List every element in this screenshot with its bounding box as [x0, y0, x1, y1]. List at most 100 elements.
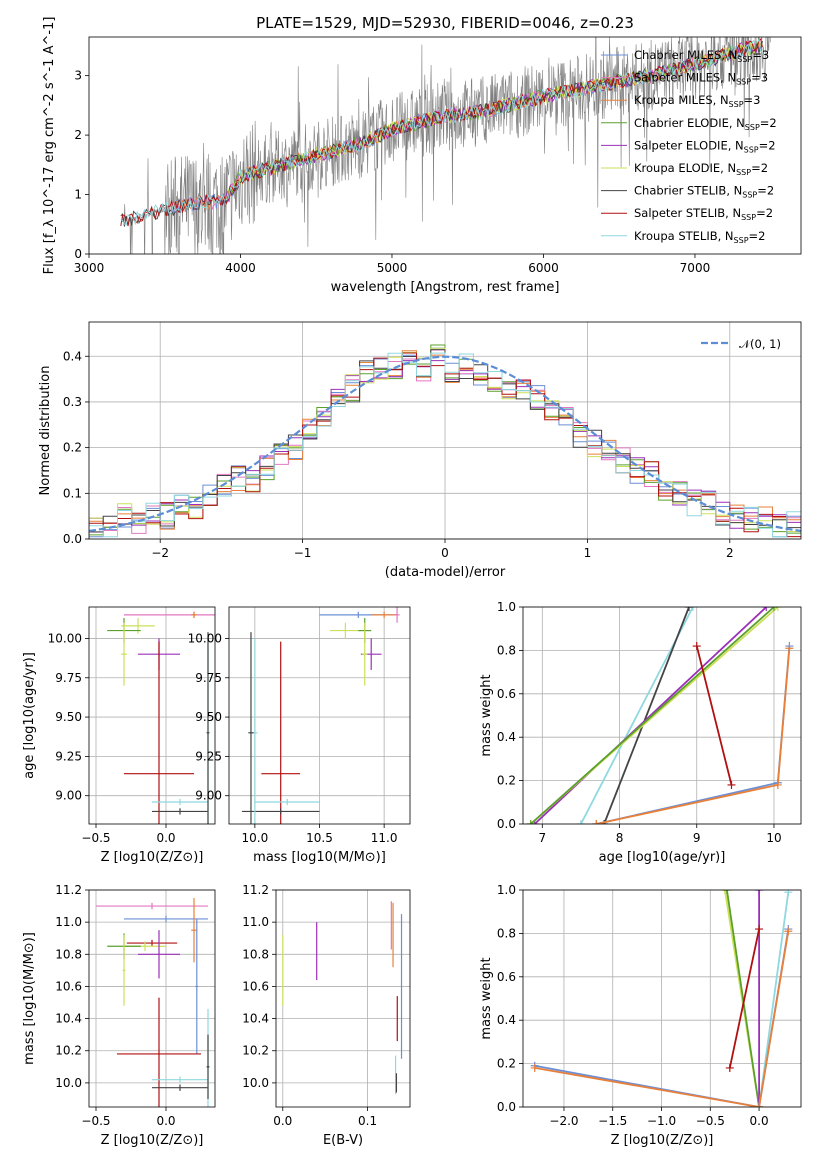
- legend-label: Salpeter ELODIE, NSSP=2: [634, 138, 776, 154]
- x-tick-label: −1.5: [598, 1114, 627, 1128]
- legend: Chabrier MILES, NSSP=3 Salpeter MILES, NS…: [601, 48, 777, 245]
- series-marker: [688, 607, 697, 611]
- y-tick-label: 0.2: [63, 441, 82, 455]
- legend-val: =2: [757, 184, 774, 198]
- y-tick-label: 10.4: [242, 1012, 269, 1026]
- panel-age_vs_Z: −0.5 0.0 9.00 9.25 9.50 9.75 10.00 Z [log10(Z/Z…: [22, 606, 216, 865]
- legend: 𝒩(0, 1): [701, 337, 781, 351]
- x-axis-label: mass [log10(M/M⊙)]: [253, 850, 386, 865]
- series-marker: [722, 890, 731, 894]
- y-axis-label: mass [log10(M/M⊙)]: [22, 932, 37, 1065]
- series-line: [728, 928, 760, 1069]
- x-tick-label: 10: [766, 831, 781, 845]
- series-marker: [685, 607, 694, 611]
- plot-area: [526, 607, 794, 824]
- x-tick-label: 10.0: [241, 831, 268, 845]
- x-tick-label: 8: [616, 831, 624, 845]
- plot-area: [530, 890, 793, 1107]
- legend-sub: SSP: [744, 145, 759, 154]
- legend-val: =2: [756, 206, 773, 220]
- y-tick-label: 0.2: [497, 1057, 516, 1071]
- axes-frame: [275, 889, 411, 1108]
- legend-label: 𝒩(0, 1): [739, 337, 781, 351]
- y-axis-label: mass weight: [479, 957, 494, 1039]
- y-tick-label: 9.25: [195, 749, 222, 763]
- y-tick-label: 9.75: [55, 671, 82, 685]
- legend-label: Salpeter MILES, NSSP=3: [634, 71, 768, 87]
- panel-mass_vs_ebv: 0.0 0.1 10.0 10.2 10.4 10.6 10.8 11.0 11.2 E(B-V): [242, 883, 411, 1148]
- figure-title: PLATE=1529, MJD=52930, FIBERID=0046, z=0…: [256, 14, 634, 32]
- legend-val: =2: [749, 229, 766, 243]
- series-marker: [762, 607, 771, 611]
- x-tick-label: −0.5: [81, 831, 110, 845]
- legend-sub: SSP: [734, 236, 749, 245]
- y-tick-label: 0.1: [63, 486, 82, 500]
- y-tick-label: 0.6: [497, 687, 516, 701]
- series-line: [726, 890, 760, 1107]
- y-tick-label: 3: [74, 69, 82, 83]
- x-axis-label: (data-model)/error: [385, 565, 506, 580]
- x-tick-label: 2: [726, 546, 734, 560]
- series-marker: [755, 925, 764, 934]
- series-line: [533, 607, 767, 824]
- model-kroupa-stelib: [120, 37, 763, 226]
- y-tick-label: 0.4: [497, 730, 516, 744]
- series-line: [758, 892, 790, 1107]
- series-marker: [773, 607, 782, 611]
- series-marker: [720, 890, 729, 894]
- y-tick-label: 0.4: [497, 1013, 516, 1027]
- x-tick-label: 7000: [680, 261, 711, 275]
- series-marker: [784, 927, 793, 936]
- legend-val: =2: [759, 138, 776, 152]
- axes-frame: [88, 36, 802, 255]
- series-marker: [769, 607, 778, 611]
- x-tick-label: −2: [151, 546, 169, 560]
- panel-residuals: −2 −1 0 1 2 0.0 0.1 0.2 0.3 0.4 (data-model)/error…: [38, 321, 802, 580]
- y-tick-label: 10.4: [55, 1012, 82, 1026]
- legend-sub: SSP: [729, 100, 744, 109]
- series-line: [695, 645, 733, 786]
- series-marker: [755, 1103, 764, 1107]
- legend-label: Chabrier STELIB, NSSP=2: [634, 184, 774, 200]
- y-tick-label: 10.0: [242, 1076, 269, 1090]
- series-marker: [773, 780, 782, 789]
- legend-sub: SSP: [741, 213, 756, 222]
- model-salpeter-stelib: [120, 38, 763, 227]
- y-axis-label: Normed distribution: [38, 366, 53, 496]
- x-axis-label: Z [log10(Z/Z⊙)]: [611, 1133, 714, 1148]
- panel-age_vs_mass: 10.0 10.5 11.0 9.00 9.25 9.50 9.75 10.00 mass [l…: [188, 606, 411, 865]
- x-tick-label: 5000: [377, 261, 408, 275]
- model-chabrier-miles: [170, 39, 762, 215]
- x-tick-label: 9: [693, 831, 701, 845]
- legend-val: =3: [744, 93, 761, 107]
- plots: 3000 4000 5000 6000 7000 0 1 2 3 wavelength [Angs…: [22, 17, 802, 1148]
- series-marker: [784, 890, 793, 897]
- x-tick-label: 7: [538, 831, 546, 845]
- y-tick-label: 10.8: [242, 947, 269, 961]
- panel-spectrum: 3000 4000 5000 6000 7000 0 1 2 3 wavelength [Angs…: [42, 17, 802, 295]
- series-marker: [755, 890, 764, 894]
- legend-sub: SSP: [745, 123, 760, 132]
- series-marker: [592, 820, 601, 824]
- y-tick-label: 9.00: [195, 789, 222, 803]
- y-tick-label: 10.00: [48, 631, 82, 645]
- series-line: [530, 607, 775, 824]
- hist-kroupa-stelib: [89, 352, 801, 539]
- series-marker: [725, 1063, 734, 1072]
- y-tick-label: 0: [74, 247, 82, 261]
- x-axis-label: Z [log10(Z/Z⊙)]: [101, 1133, 204, 1148]
- plot-area: [282, 901, 403, 1095]
- x-tick-label: 0.0: [156, 831, 175, 845]
- y-tick-label: 10.6: [242, 979, 269, 993]
- y-tick-label: 10.8: [55, 947, 82, 961]
- legend-val: =3: [752, 48, 769, 62]
- model-chabrier-stelib: [120, 40, 763, 227]
- legend-sub: SSP: [742, 191, 757, 200]
- y-tick-label: 0.2: [497, 774, 516, 788]
- legend-val: =3: [751, 71, 768, 85]
- axes-frame: [522, 606, 802, 825]
- x-tick-label: −1.0: [647, 1114, 676, 1128]
- legend-val: =2: [751, 161, 768, 175]
- plot-area: [120, 37, 771, 254]
